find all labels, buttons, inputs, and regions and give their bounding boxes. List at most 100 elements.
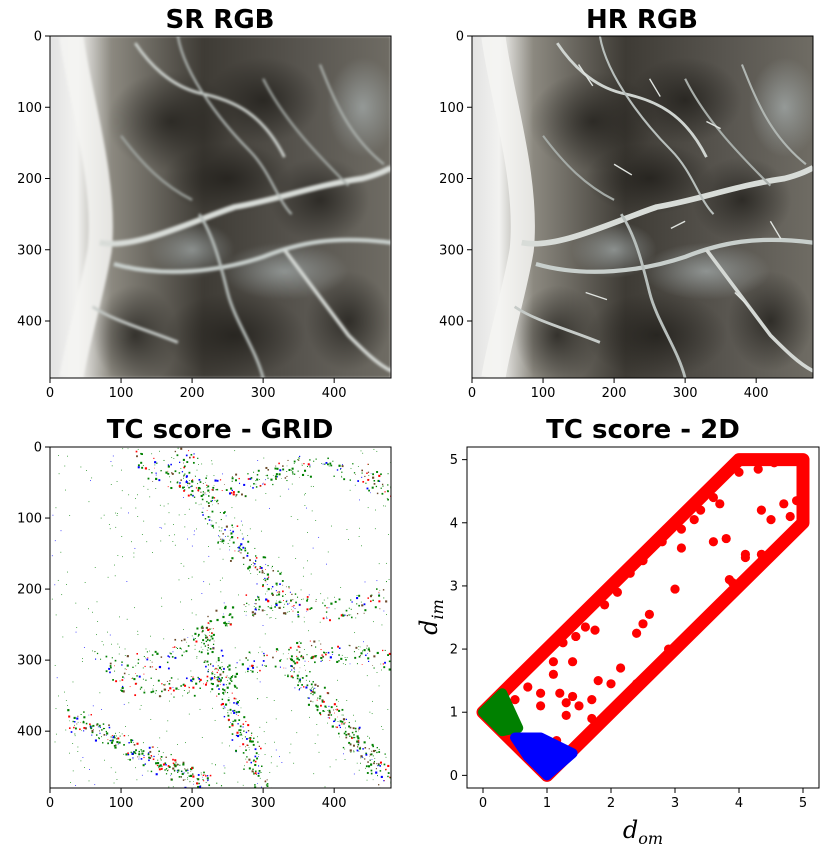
scatter-frame xyxy=(466,446,820,789)
green-region xyxy=(478,688,524,737)
red-point xyxy=(689,515,699,525)
panel-title-grid: TC score - GRID xyxy=(107,415,334,445)
ytick-label-2d: 0 xyxy=(450,769,458,784)
red-point xyxy=(708,492,719,503)
blue-region xyxy=(510,732,578,781)
red-point xyxy=(536,701,546,711)
xtick-label-sr: 200 xyxy=(180,386,205,401)
red-point xyxy=(657,537,667,547)
red-point xyxy=(676,524,687,534)
xtick-label-hr: 0 xyxy=(468,386,476,401)
xtick-label-2d: 5 xyxy=(799,796,807,811)
red-point xyxy=(587,713,597,724)
red-point xyxy=(664,644,674,654)
red-point xyxy=(670,584,680,594)
ytick-label-2d: 1 xyxy=(450,706,458,721)
xtick-label-hr: 200 xyxy=(602,386,627,401)
xtick-label-2d: 4 xyxy=(735,796,743,811)
xtick-label-sr: 300 xyxy=(251,386,276,401)
xtick-label-hr: 100 xyxy=(531,386,556,401)
ytick-label-sr: 300 xyxy=(17,243,42,258)
red-point xyxy=(606,679,616,689)
xtick-label-sr: 100 xyxy=(109,386,134,401)
red-point xyxy=(593,676,603,686)
ytick-label-2d: 3 xyxy=(450,579,458,594)
red-point xyxy=(638,556,648,566)
red-point xyxy=(574,701,584,711)
red-point xyxy=(740,549,751,559)
ytick-label-hr: 100 xyxy=(439,101,464,116)
red-point xyxy=(568,691,578,702)
red-point xyxy=(536,688,546,698)
xtick-label-2d: 0 xyxy=(479,796,487,811)
ytick-label-sr: 100 xyxy=(17,101,42,116)
red-point xyxy=(548,657,559,667)
red-point xyxy=(523,682,533,692)
ytick-label-hr: 200 xyxy=(439,172,464,187)
red-point xyxy=(632,628,642,638)
red-point xyxy=(708,537,719,547)
ytick-label-2d: 5 xyxy=(450,453,458,468)
ytick-label-grid: 300 xyxy=(17,654,42,669)
red-point xyxy=(612,701,623,711)
red-point xyxy=(644,609,655,619)
ytick-label-hr: 0 xyxy=(456,30,464,45)
ytick-label-sr: 0 xyxy=(34,30,42,45)
red-point xyxy=(568,657,578,667)
panel-title-sr: SR RGB xyxy=(166,5,275,35)
red-point xyxy=(785,511,795,522)
red-point xyxy=(571,631,581,642)
red-point xyxy=(612,587,623,597)
red-point xyxy=(587,694,597,705)
xlabel-2d: dom xyxy=(623,816,663,848)
red-point xyxy=(734,467,744,477)
ytick-label-grid: 400 xyxy=(17,725,42,740)
xtick-label-hr: 300 xyxy=(673,386,698,401)
red-point xyxy=(558,638,568,648)
hr-rgb-frame xyxy=(471,35,814,379)
red-point xyxy=(756,505,767,515)
xtick-label-sr: 0 xyxy=(46,386,54,401)
panel-title-2d: TC score - 2D xyxy=(546,415,740,445)
red-point xyxy=(756,549,767,559)
sr-rgb-frame xyxy=(49,35,392,379)
red-band xyxy=(476,453,810,782)
grid-heatmap xyxy=(50,447,391,788)
sr-rgb-image xyxy=(50,36,398,385)
red-point xyxy=(638,619,648,629)
xtick-label-2d: 1 xyxy=(543,796,551,811)
xtick-label-grid: 0 xyxy=(46,796,54,811)
red-point xyxy=(625,568,635,578)
red-point xyxy=(590,625,600,635)
red-point xyxy=(792,496,802,506)
red-point xyxy=(510,694,520,705)
red-point xyxy=(676,543,687,553)
red-point xyxy=(548,669,559,679)
ytick-label-sr: 200 xyxy=(17,172,42,187)
panel-title-hr: HR RGB xyxy=(586,5,698,35)
red-point xyxy=(561,698,571,708)
red-point xyxy=(555,688,565,698)
red-point xyxy=(600,600,610,610)
red-point xyxy=(616,663,626,673)
scatter-plot-area xyxy=(476,453,810,782)
xtick-label-grid: 300 xyxy=(251,796,276,811)
red-point xyxy=(769,458,779,468)
xtick-label-2d: 2 xyxy=(607,796,615,811)
ytick-label-2d: 4 xyxy=(450,516,458,531)
ylabel-2d: dim xyxy=(415,599,447,635)
xtick-label-grid: 100 xyxy=(109,796,134,811)
red-point xyxy=(715,499,725,509)
ytick-label-grid: 100 xyxy=(17,512,42,527)
svg-text:dim: dim xyxy=(415,599,447,635)
red-point xyxy=(766,515,776,525)
ytick-label-sr: 400 xyxy=(17,315,42,330)
red-point xyxy=(632,679,642,689)
red-point xyxy=(721,533,731,544)
hr-rgb-image xyxy=(472,36,820,385)
red-point xyxy=(561,710,571,720)
xtick-label-hr: 400 xyxy=(744,386,769,401)
xtick-label-sr: 400 xyxy=(322,386,347,401)
ytick-label-hr: 300 xyxy=(439,243,464,258)
